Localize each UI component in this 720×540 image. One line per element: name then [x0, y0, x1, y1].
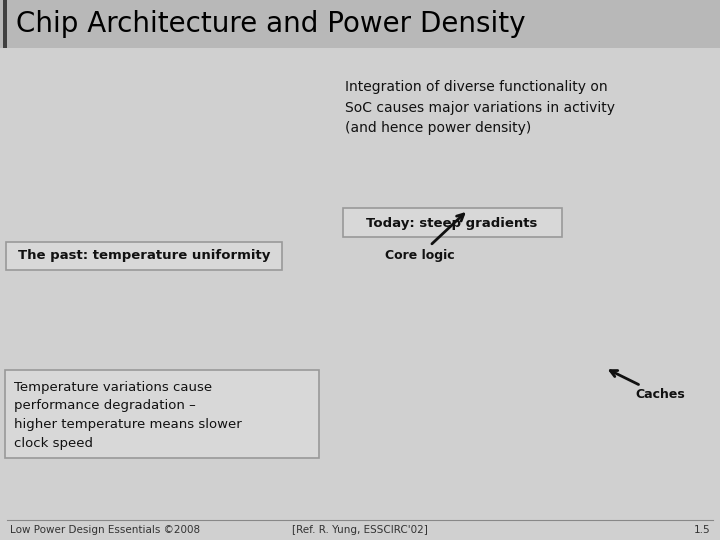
FancyBboxPatch shape [0, 0, 720, 48]
FancyBboxPatch shape [0, 48, 720, 540]
Text: [Ref. R. Yung, ESSCIRC'02]: [Ref. R. Yung, ESSCIRC'02] [292, 525, 428, 535]
Text: Low Power Design Essentials ©2008: Low Power Design Essentials ©2008 [10, 525, 200, 535]
FancyBboxPatch shape [343, 208, 562, 237]
Text: Integration of diverse functionality on
SoC causes major variations in activity
: Integration of diverse functionality on … [345, 80, 615, 135]
FancyBboxPatch shape [6, 242, 282, 270]
Text: Today: steep gradients: Today: steep gradients [366, 217, 538, 230]
Text: Temperature variations cause
performance degradation –
higher temperature means : Temperature variations cause performance… [14, 381, 242, 449]
Text: The past: temperature uniformity: The past: temperature uniformity [18, 249, 270, 262]
FancyBboxPatch shape [5, 370, 319, 458]
FancyBboxPatch shape [3, 0, 7, 48]
Text: Chip Architecture and Power Density: Chip Architecture and Power Density [16, 10, 526, 38]
Text: Core logic: Core logic [385, 214, 464, 261]
Text: 1.5: 1.5 [693, 525, 710, 535]
Text: Caches: Caches [611, 370, 685, 402]
